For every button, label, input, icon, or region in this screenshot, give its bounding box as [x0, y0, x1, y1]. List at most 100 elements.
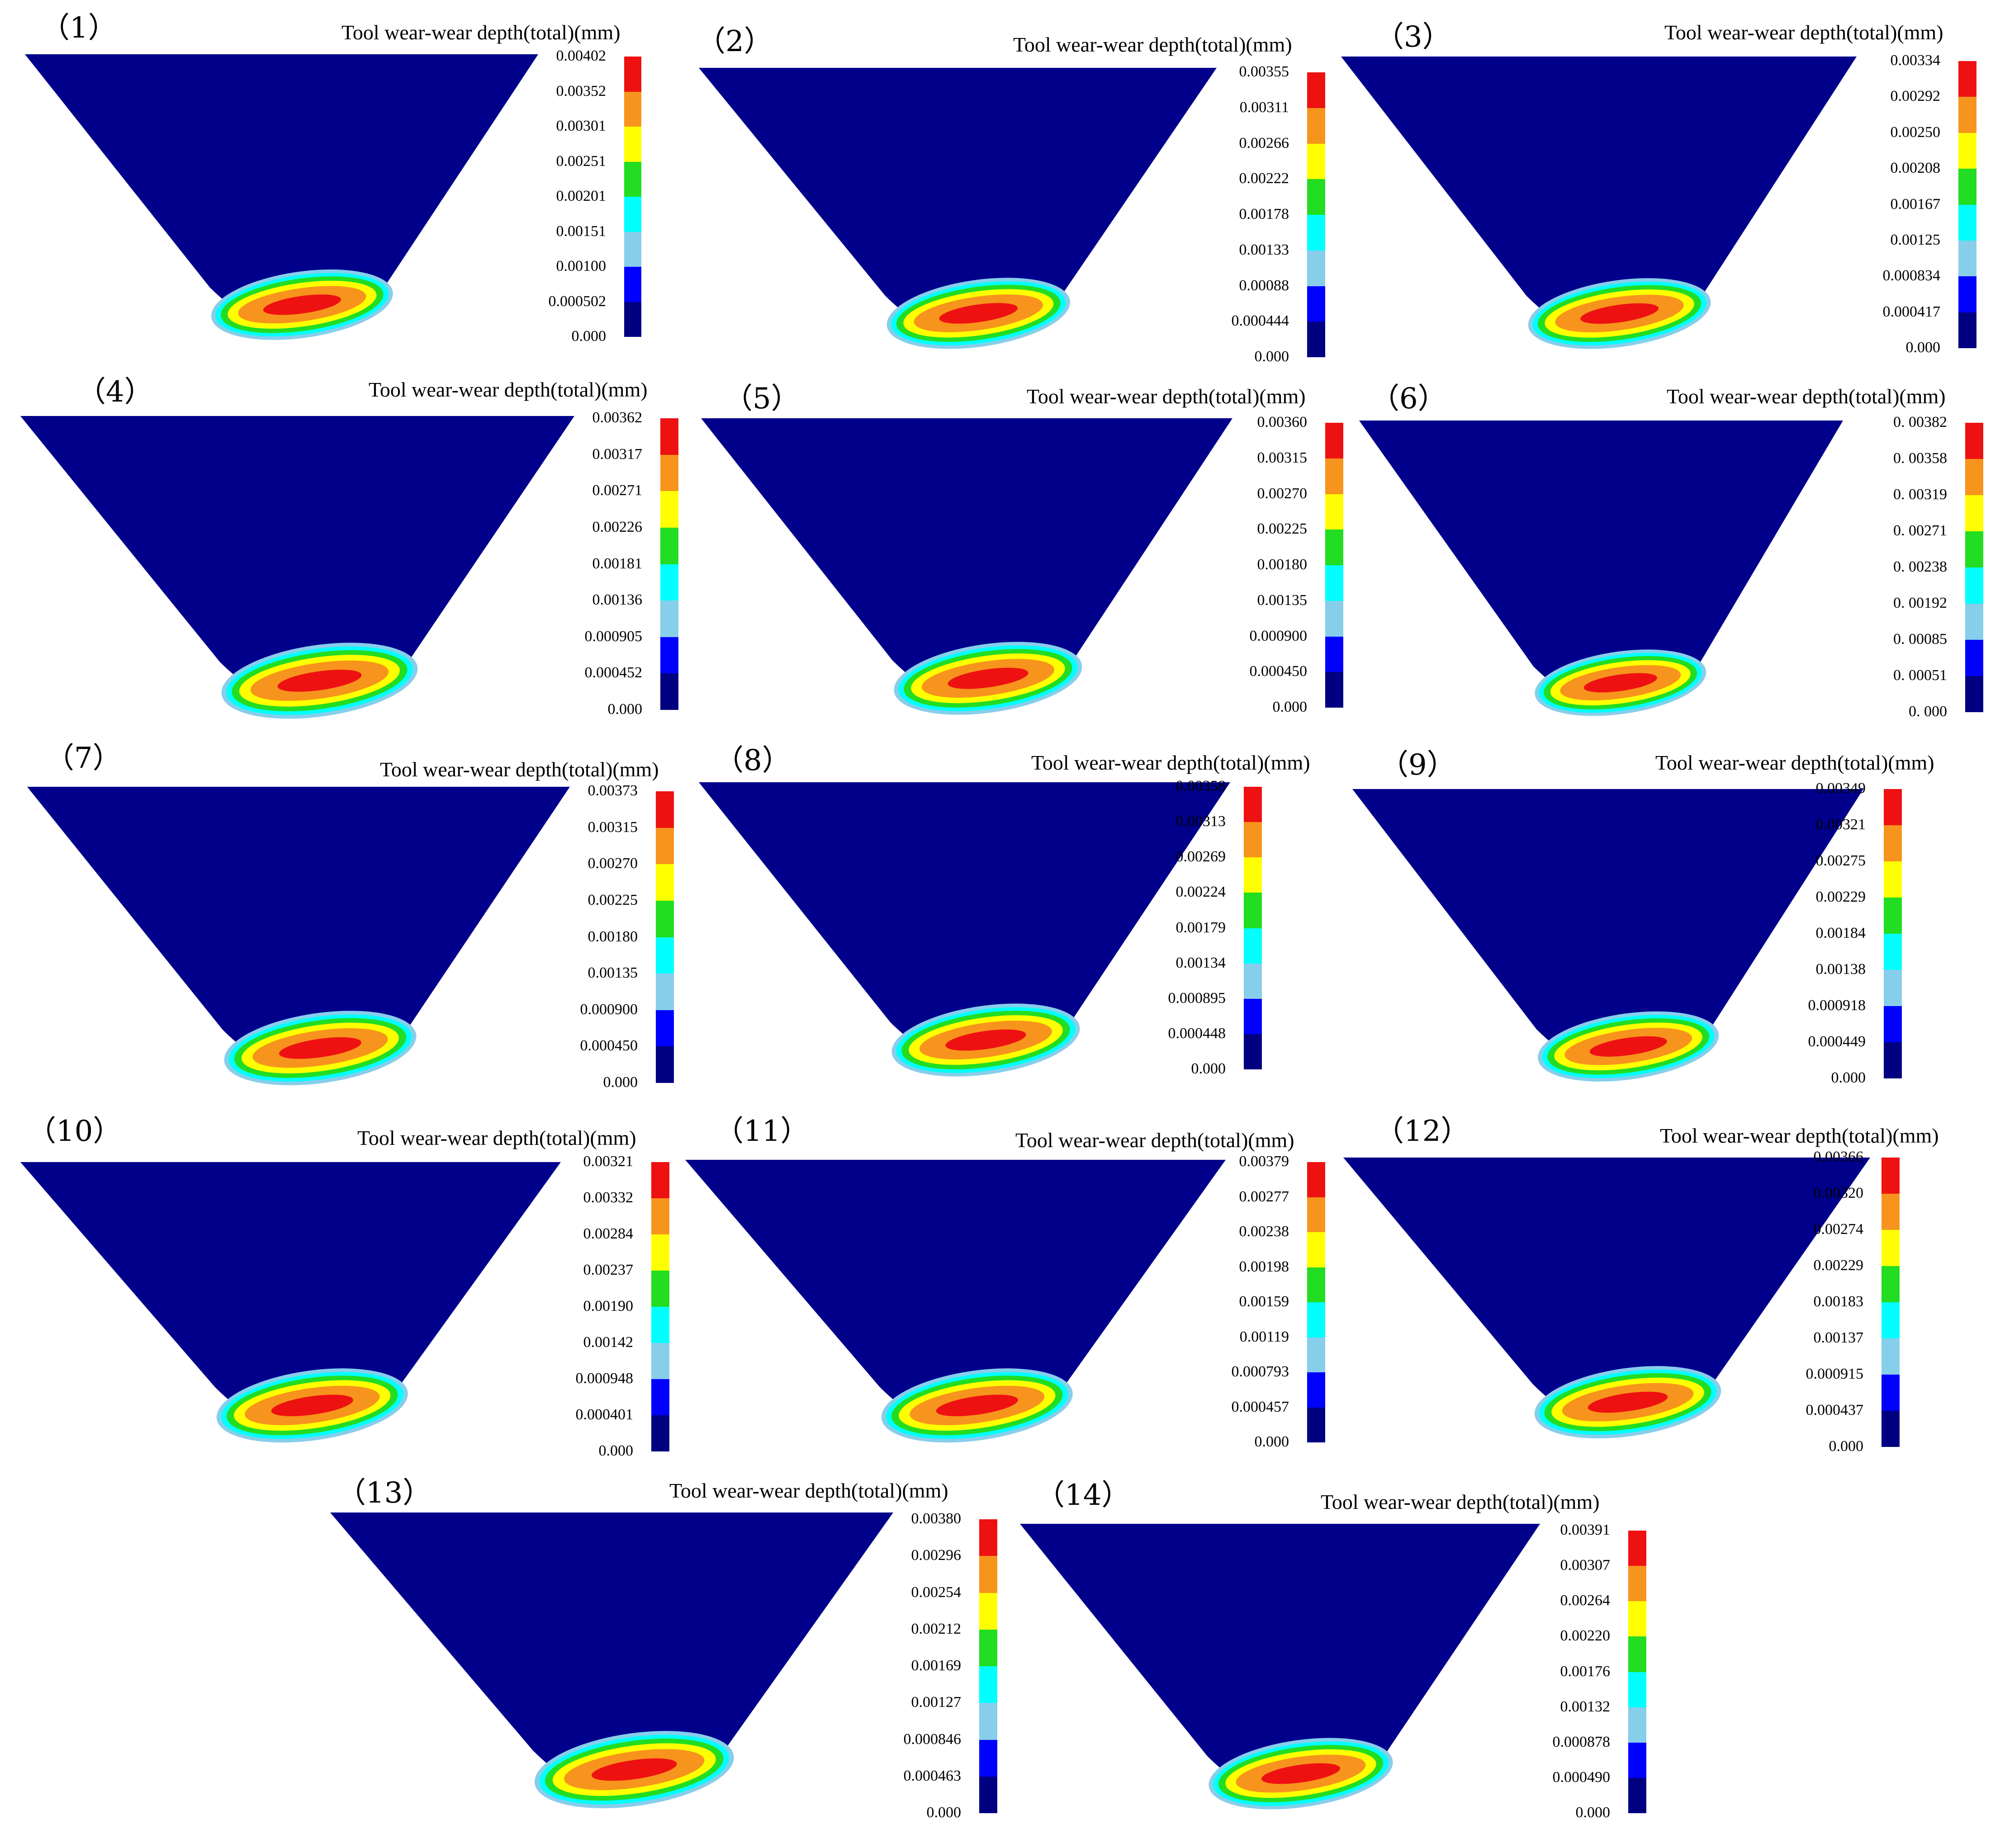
colorbar-tick-label: 0.000490	[1552, 1768, 1611, 1786]
colorbar-tick-label: 0.00179	[1175, 919, 1226, 936]
colorbar-tick-label: 0.000948	[575, 1370, 634, 1387]
colorbar-swatch	[660, 673, 678, 710]
colorbar-swatch	[1307, 250, 1325, 286]
colorbar-swatch	[1884, 934, 1902, 970]
colorbar-tick-label: 0. 00085	[1893, 631, 1947, 648]
tool-contour-plot	[1359, 421, 1843, 716]
colorbar-tick-label: 0.00277	[1239, 1188, 1289, 1205]
colorbar-tick-label: 0.000502	[548, 293, 607, 310]
colorbar-tick-label: 0.00317	[592, 445, 643, 463]
colorbar-tick-label: 0.00315	[588, 818, 638, 836]
tool-insert-body	[1352, 789, 1863, 1073]
colorbar-tick-label: 0.00321	[583, 1153, 634, 1170]
colorbar-swatch	[1307, 72, 1325, 108]
colorbar-tick-label: 0.00184	[1815, 925, 1866, 941]
colorbar-tick-label: 0.000449	[1808, 1033, 1866, 1050]
colorbar-swatch	[1244, 822, 1262, 858]
tool-insert-body	[1020, 1524, 1540, 1801]
colorbar-swatch	[651, 1198, 669, 1234]
colorbar-swatch	[1958, 276, 1976, 312]
colorbar-tick-label: 0.00226	[592, 518, 643, 535]
colorbar-tick-label: 0.000450	[580, 1037, 638, 1054]
colorbar-tick-label: 0.00125	[1890, 231, 1941, 248]
colorbar-swatch	[1965, 640, 1983, 676]
tool-insert-body	[1341, 57, 1857, 340]
colorbar-swatch	[979, 1593, 997, 1630]
colorbar-tick-label: 0.000463	[903, 1767, 962, 1784]
colorbar-swatch	[1965, 459, 1983, 495]
tool-contour-plot	[20, 1162, 561, 1443]
colorbar-tick-label: 0.00250	[1890, 123, 1941, 141]
colorbar-swatch	[1325, 565, 1343, 601]
colorbar-tick-label: 0.00334	[1890, 52, 1941, 69]
panel-label: （12）	[1375, 1115, 1470, 1148]
colorbar-tick-label: 0.00138	[1815, 961, 1866, 978]
colorbar-tick-label: 0.00135	[1257, 591, 1308, 609]
legend-title: Tool wear-wear depth(total)(mm)	[669, 1479, 948, 1502]
colorbar-swatch	[1965, 676, 1983, 712]
colorbar-swatch	[1244, 998, 1262, 1034]
colorbar-tick-label: 0.000	[1831, 1069, 1866, 1086]
tool-insert-body	[20, 416, 574, 709]
colorbar-tick-label: 0.00222	[1239, 170, 1289, 187]
colorbar-swatch	[1628, 1742, 1646, 1778]
tool-contour-plot	[699, 68, 1217, 349]
wear-zone-band	[1580, 303, 1659, 324]
wear-zone-band	[277, 670, 362, 692]
colorbar-swatch	[1325, 600, 1343, 637]
colorbar-swatch	[1628, 1672, 1646, 1707]
colorbar-swatch	[1958, 169, 1976, 205]
colorbar-swatch	[651, 1415, 669, 1451]
colorbar	[979, 1519, 997, 1813]
colorbar-tick-label: 0.000437	[1806, 1402, 1864, 1418]
colorbar-tick-label: 0.00142	[583, 1334, 634, 1351]
colorbar-swatch	[660, 418, 678, 455]
colorbar-tick-label: 0.000	[603, 1074, 638, 1091]
colorbar-swatch	[1307, 1197, 1325, 1232]
colorbar-swatch	[1965, 423, 1983, 459]
colorbar-swatch	[1882, 1411, 1900, 1447]
colorbar-tick-label: 0.00088	[1239, 277, 1289, 294]
colorbar-swatch	[1307, 1267, 1325, 1302]
colorbar-tick-label: 0.00360	[1257, 414, 1308, 430]
colorbar-tick-label: 0.000450	[1249, 663, 1308, 680]
colorbar-swatch	[1307, 1372, 1325, 1408]
wear-zone-band	[279, 1037, 361, 1059]
colorbar-tick-label: 0.00380	[911, 1510, 962, 1527]
tool-contour-plot	[25, 54, 538, 340]
tool-contour-plot	[330, 1512, 893, 1809]
colorbar-tick-label: 0.00296	[911, 1547, 962, 1564]
legend-title: Tool wear-wear depth(total)(mm)	[380, 758, 659, 781]
colorbar-swatch	[1628, 1636, 1646, 1672]
legend-title: Tool wear-wear depth(total)(mm)	[341, 21, 621, 44]
colorbar-tick-label: 0.00311	[1239, 99, 1289, 116]
colorbar-tick-label: 0.00274	[1813, 1221, 1864, 1238]
tool-insert-body	[699, 68, 1217, 340]
colorbar-tick-label: 0.00178	[1239, 206, 1289, 222]
panel-label: （11）	[715, 1115, 810, 1148]
colorbar-tick-label: 0.00270	[588, 855, 638, 872]
colorbar-tick-label: 0.000	[926, 1804, 962, 1821]
colorbar-tick-label: 0.00159	[1239, 1293, 1289, 1310]
colorbar	[1307, 72, 1325, 357]
colorbar-tick-label: 0.00183	[1813, 1293, 1864, 1310]
colorbar-tick-label: 0.000878	[1552, 1733, 1611, 1750]
colorbar-tick-label: 0.00190	[583, 1298, 634, 1314]
wear-zone-band	[948, 667, 1028, 689]
legend-title: Tool wear-wear depth(total)(mm)	[369, 378, 648, 401]
tool-insert-body	[701, 418, 1232, 706]
colorbar-swatch	[651, 1307, 669, 1343]
wear-zone-band	[1588, 1391, 1668, 1413]
colorbar-swatch	[1628, 1707, 1646, 1743]
colorbar-tick-label: 0.00167	[1890, 195, 1941, 213]
colorbar-swatch	[1628, 1566, 1646, 1602]
colorbar-swatch	[656, 937, 674, 974]
wear-zone-band	[936, 1394, 1018, 1417]
colorbar-swatch	[624, 57, 641, 92]
colorbar-swatch	[1882, 1375, 1900, 1411]
legend-title: Tool wear-wear depth(total)(mm)	[1027, 385, 1306, 408]
colorbar	[1965, 423, 1983, 712]
colorbar-swatch	[624, 302, 641, 337]
panel-label: （4）	[77, 375, 153, 409]
